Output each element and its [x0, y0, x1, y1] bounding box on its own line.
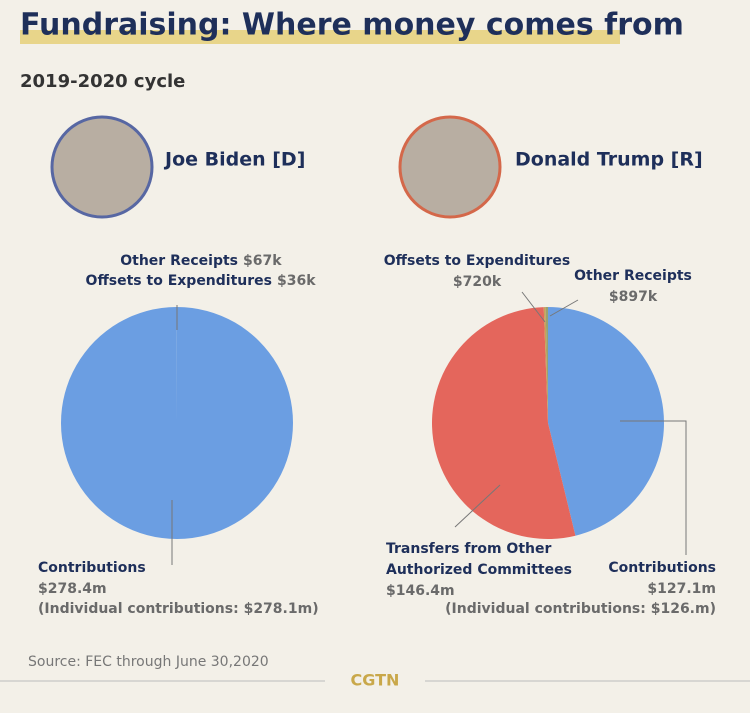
title-highlight — [20, 30, 620, 44]
trump-photo — [398, 115, 502, 219]
value-label: $720k — [453, 274, 502, 290]
source: Source: FEC through June 30,2020 — [28, 654, 269, 670]
candidate-name: Joe Biden [D] — [163, 149, 305, 171]
biden-photo — [50, 115, 154, 219]
value-label: $36k — [277, 273, 316, 289]
pie-slice — [543, 307, 548, 423]
category-label: Contributions — [608, 560, 716, 576]
title: Fundraising: Where money comes from — [20, 8, 684, 43]
category-label: Offsets to Expenditures — [86, 273, 272, 289]
value-label: $278.4m — [38, 581, 107, 597]
category-label: Other Receipts — [120, 253, 238, 269]
value-label: $67k — [243, 253, 282, 269]
pie-slice — [431, 307, 576, 540]
candidate-name: Donald Trump [R] — [515, 149, 703, 171]
category-label: Offsets to Expenditures — [384, 253, 570, 269]
category-label: Contributions — [38, 560, 146, 576]
pie-slice — [60, 307, 293, 539]
pie-slice — [545, 307, 548, 423]
logo: CGTN — [351, 671, 400, 690]
value-label: $127.1m — [647, 581, 716, 597]
annotation: (Individual contributions: $278.1m) — [38, 601, 319, 617]
leader-line — [549, 299, 579, 317]
value-label: $897k — [609, 289, 658, 305]
category-label: Other Receipts — [574, 268, 692, 284]
pie-slice — [548, 307, 664, 536]
annotation: (Individual contributions: $126.m) — [445, 601, 716, 617]
category-label: Transfers from Other Authorized Committee… — [386, 541, 572, 578]
leader-line — [454, 484, 501, 528]
value-label: $146.4m — [386, 583, 455, 599]
leader-line — [521, 291, 546, 323]
subtitle: 2019-2020 cycle — [20, 71, 185, 92]
leader-line — [620, 420, 687, 555]
